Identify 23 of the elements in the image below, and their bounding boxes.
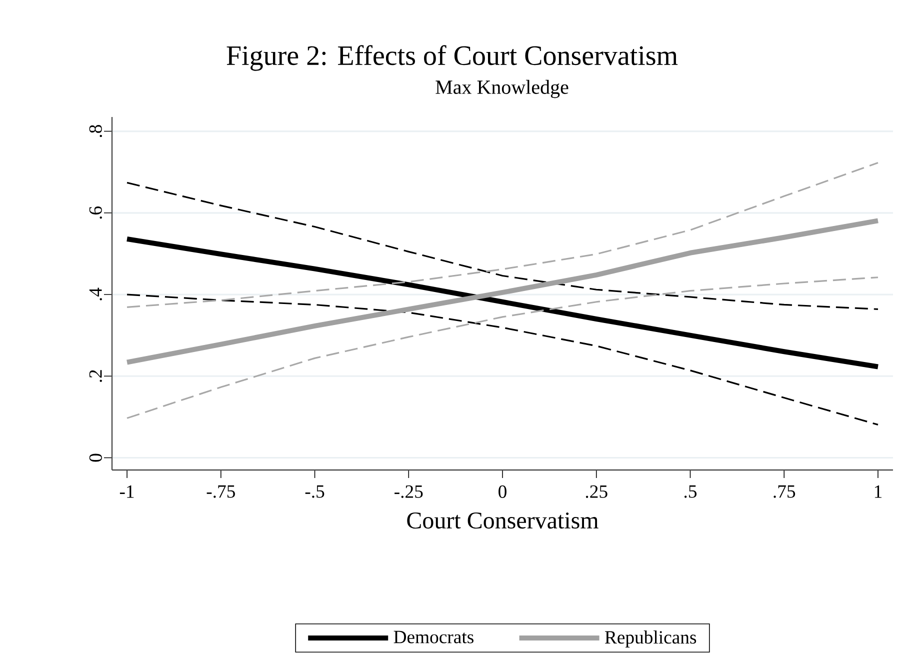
y-tick-label: .2: [89, 370, 102, 382]
y-tick-label: .6: [89, 206, 102, 219]
x-tick-label: .25: [586, 485, 608, 498]
y-tick-label: 0: [89, 454, 102, 462]
legend-label: Republicans: [605, 630, 696, 648]
chart-title: Figure 2: Effects of Court Conservatism: [226, 45, 678, 71]
chart-subtitle: Max Knowledge: [436, 80, 568, 98]
x-axis-title: Court Conservatism: [407, 512, 598, 529]
line-series: [126, 294, 879, 426]
y-tick-label: .4: [89, 288, 102, 300]
x-tick-label: -.75: [206, 485, 235, 498]
line-series: [126, 276, 879, 419]
y-tick-label: .8: [89, 125, 102, 138]
line-series: [126, 162, 879, 308]
x-tick-label: .75: [774, 485, 796, 498]
x-tick-label: 0: [498, 485, 506, 498]
x-tick-label: .5: [684, 485, 697, 498]
legend-label: Democrats: [394, 630, 474, 644]
line-series: [126, 182, 879, 310]
x-tick-label: 1: [874, 485, 882, 498]
x-tick-label: -.25: [394, 485, 423, 498]
x-tick-label: -.5: [305, 485, 324, 498]
x-tick-label: -1: [120, 485, 134, 498]
